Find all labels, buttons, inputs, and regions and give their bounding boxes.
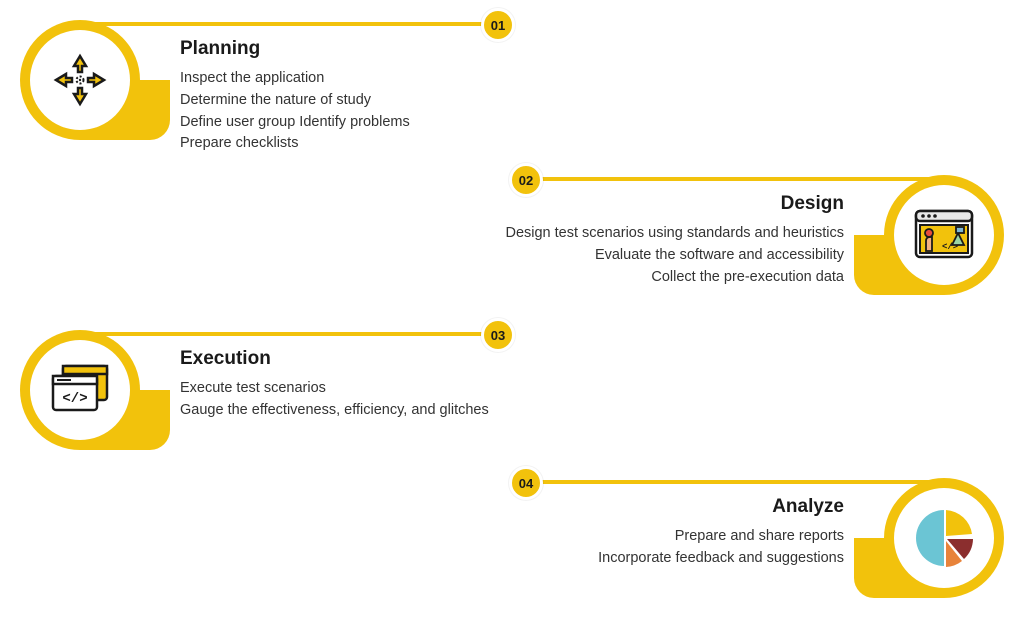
connector-bar bbox=[524, 480, 944, 484]
step-item: Collect the pre-execution data bbox=[504, 267, 844, 289]
step-item: Evaluate the software and accessibility bbox=[504, 245, 844, 267]
step-item: Design test scenarios using standards an… bbox=[504, 223, 844, 245]
step-text: Planning Inspect the applicationDetermin… bbox=[180, 38, 520, 155]
icon-container: </> bbox=[884, 175, 1004, 295]
step-item: Prepare and share reports bbox=[504, 526, 844, 548]
step-item: Incorporate feedback and suggestions bbox=[504, 548, 844, 570]
step-02: 02 </> Design Design test scenarios usin… bbox=[504, 175, 1004, 315]
icon-container bbox=[884, 478, 1004, 598]
step-text: Analyze Prepare and share reportsIncorpo… bbox=[504, 496, 844, 570]
step-04: 04 Analyze Prepare and share reportsInco… bbox=[504, 478, 1004, 618]
connector-bar bbox=[524, 177, 944, 181]
pie-chart-icon bbox=[894, 488, 994, 588]
svg-text:</>: </> bbox=[62, 391, 87, 407]
step-item: Determine the nature of study bbox=[180, 90, 520, 112]
step-03: 03 </> Execution Execute test scenariosG… bbox=[20, 330, 520, 470]
icon-container: </> bbox=[20, 330, 140, 450]
step-number-badge: 02 bbox=[509, 163, 543, 197]
connector-bar bbox=[80, 22, 500, 26]
step-item: Execute test scenarios bbox=[180, 378, 520, 400]
step-number-badge: 03 bbox=[481, 318, 515, 352]
step-item: Inspect the application bbox=[180, 68, 520, 90]
step-title: Planning bbox=[180, 38, 520, 60]
step-title: Execution bbox=[180, 348, 520, 370]
code-windows-icon: </> bbox=[30, 340, 130, 440]
step-item: Define user group Identify problems bbox=[180, 112, 520, 134]
design-browser-icon: </> bbox=[894, 185, 994, 285]
step-text: Execution Execute test scenariosGauge th… bbox=[180, 348, 520, 422]
arrows-in-icon bbox=[30, 30, 130, 130]
connector-bar bbox=[80, 332, 500, 336]
step-item: Prepare checklists bbox=[180, 133, 520, 155]
step-number-badge: 04 bbox=[509, 466, 543, 500]
step-title: Analyze bbox=[504, 496, 844, 518]
step-number-badge: 01 bbox=[481, 8, 515, 42]
step-text: Design Design test scenarios using stand… bbox=[504, 193, 844, 288]
step-title: Design bbox=[504, 193, 844, 215]
icon-container bbox=[20, 20, 140, 140]
step-01: 01 Planning Inspect the applicationDeter… bbox=[20, 20, 520, 160]
step-item: Gauge the effectiveness, efficiency, and… bbox=[180, 400, 520, 422]
